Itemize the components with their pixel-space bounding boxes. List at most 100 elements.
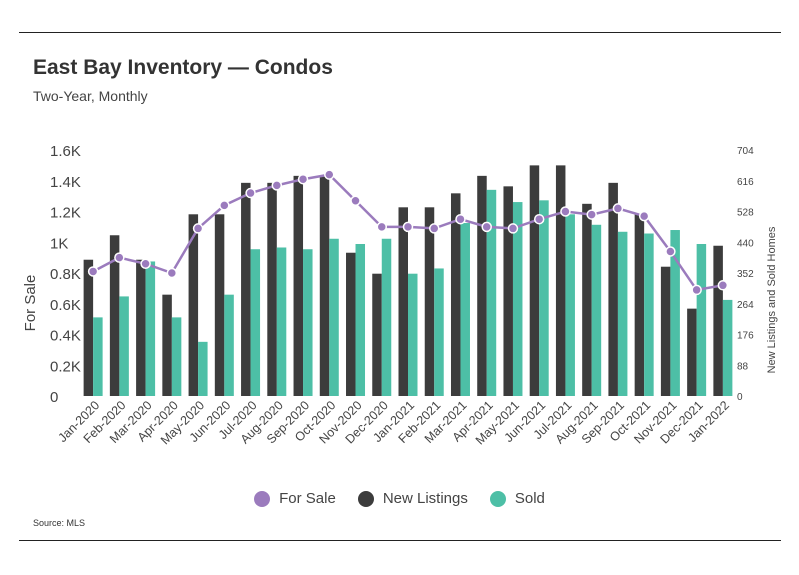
bar-sold-6 [224, 294, 234, 396]
bar-sold-9 [303, 249, 313, 396]
bar-sold-10 [329, 238, 339, 396]
for-sale-line [87, 169, 729, 296]
bar-new-listings-4 [162, 294, 172, 396]
legend-label-sold: Sold [514, 490, 545, 507]
legend-swatch-new-listings [357, 490, 374, 507]
point-for-sale-4 [166, 267, 178, 279]
point-for-sale-19 [560, 206, 571, 217]
bar-sold-17 [512, 202, 523, 396]
chart-legend: For Sale New Listings Sold [0, 490, 799, 507]
point-for-sale-13 [402, 221, 414, 233]
point-for-sale-22 [638, 210, 650, 222]
legend-swatch-sold [489, 490, 506, 507]
left-tick-label: 0.6K [50, 297, 81, 314]
legend-label-new-listings: New Listings [382, 490, 468, 507]
right-tick-label: 88 [737, 361, 749, 372]
bottom-rule [19, 540, 781, 541]
bar-sold-11 [355, 243, 366, 396]
point-for-sale-21 [612, 203, 624, 214]
left-tick-label: 1.4K [50, 174, 81, 191]
point-for-sale-3 [140, 258, 151, 270]
bar-new-listings-13 [398, 207, 408, 396]
point-for-sale-8 [271, 180, 283, 191]
bar-new-listings-6 [214, 214, 225, 396]
bar-sold-25 [722, 299, 733, 396]
point-for-sale-7 [245, 187, 256, 199]
right-axis-label: New Listings and Sold Homes [766, 226, 778, 373]
bar-sold-23 [670, 230, 680, 396]
left-axis-label: For Sale [22, 275, 39, 332]
bar-new-listings-1 [83, 259, 94, 396]
bar-new-listings-14 [424, 207, 435, 396]
left-axis-ticks: 0 0.2K 0.4K 0.6K 0.8K 1K 1.2K 1.4K 1.6K [50, 143, 81, 406]
point-for-sale-16 [481, 221, 492, 233]
right-tick-label: 176 [737, 331, 754, 342]
bar-new-listings-5 [188, 214, 199, 396]
bar-sold-15 [460, 223, 470, 396]
right-tick-label: 616 [737, 177, 754, 188]
chart-subtitle: Two-Year, Monthly [33, 88, 148, 104]
point-for-sale-17 [507, 223, 519, 234]
bar-new-listings-12 [372, 273, 382, 396]
new-listings-bars [83, 165, 723, 396]
bar-new-listings-20 [582, 203, 592, 396]
point-for-sale-12 [376, 221, 388, 233]
bar-new-listings-10 [319, 175, 330, 396]
left-tick-label: 1.2K [50, 205, 81, 222]
point-for-sale-11 [350, 195, 361, 206]
legend-swatch-for-sale [254, 490, 271, 507]
point-for-sale-9 [297, 173, 309, 185]
bar-new-listings-21 [608, 182, 618, 396]
bar-new-listings-17 [503, 186, 513, 396]
point-for-sale-14 [428, 223, 440, 234]
point-for-sale-15 [455, 213, 466, 225]
bar-new-listings-9 [293, 175, 304, 396]
right-tick-label: 264 [737, 300, 754, 311]
bar-new-listings-22 [634, 214, 645, 396]
right-tick-label: 0 [737, 392, 743, 403]
right-tick-label: 440 [737, 238, 754, 249]
bar-new-listings-25 [713, 245, 723, 396]
bar-sold-14 [434, 268, 444, 396]
bar-sold-4 [171, 317, 182, 396]
bar-new-listings-18 [529, 165, 540, 396]
bar-new-listings-11 [346, 252, 356, 396]
left-tick-label: 0 [50, 389, 58, 406]
bar-new-listings-23 [660, 266, 671, 396]
point-for-sale-23 [665, 246, 676, 257]
right-tick-label: 528 [737, 208, 754, 219]
chart-title: East Bay Inventory — Condos [33, 56, 333, 79]
legend-label-for-sale: For Sale [279, 490, 336, 507]
bar-sold-5 [198, 341, 208, 396]
bar-sold-20 [591, 224, 602, 396]
right-axis-ticks: 0 88 176 264 352 440 528 616 704 [737, 146, 754, 403]
bar-new-listings-3 [136, 259, 146, 396]
bar-sold-19 [565, 214, 575, 396]
bar-new-listings-15 [450, 193, 461, 396]
bar-sold-7 [250, 249, 261, 396]
point-for-sale-6 [219, 200, 230, 211]
bar-new-listings-19 [555, 165, 566, 396]
x-axis-ticks: Jan-2020Feb-2020Mar-2020Apr-2020May-2020… [55, 398, 732, 447]
left-tick-label: 1.6K [50, 143, 81, 160]
legend-item-for-sale: For Sale [254, 490, 336, 507]
point-for-sale-2 [114, 252, 125, 263]
bar-sold-13 [408, 273, 418, 396]
right-tick-label: 704 [737, 146, 754, 157]
top-rule [19, 32, 781, 33]
source-note: Source: MLS [33, 518, 86, 528]
right-tick-label: 352 [737, 269, 754, 280]
left-tick-label: 0.8K [50, 266, 81, 283]
bar-sold-22 [644, 233, 654, 396]
point-for-sale-5 [192, 223, 204, 234]
sold-bars [93, 189, 733, 396]
point-for-sale-10 [324, 169, 335, 180]
bar-sold-8 [276, 247, 287, 396]
bar-sold-12 [381, 238, 392, 396]
bar-sold-16 [486, 189, 497, 396]
bar-sold-1 [93, 317, 103, 396]
left-tick-label: 1K [50, 235, 68, 252]
bar-sold-3 [145, 261, 156, 396]
bar-new-listings-7 [241, 182, 251, 396]
